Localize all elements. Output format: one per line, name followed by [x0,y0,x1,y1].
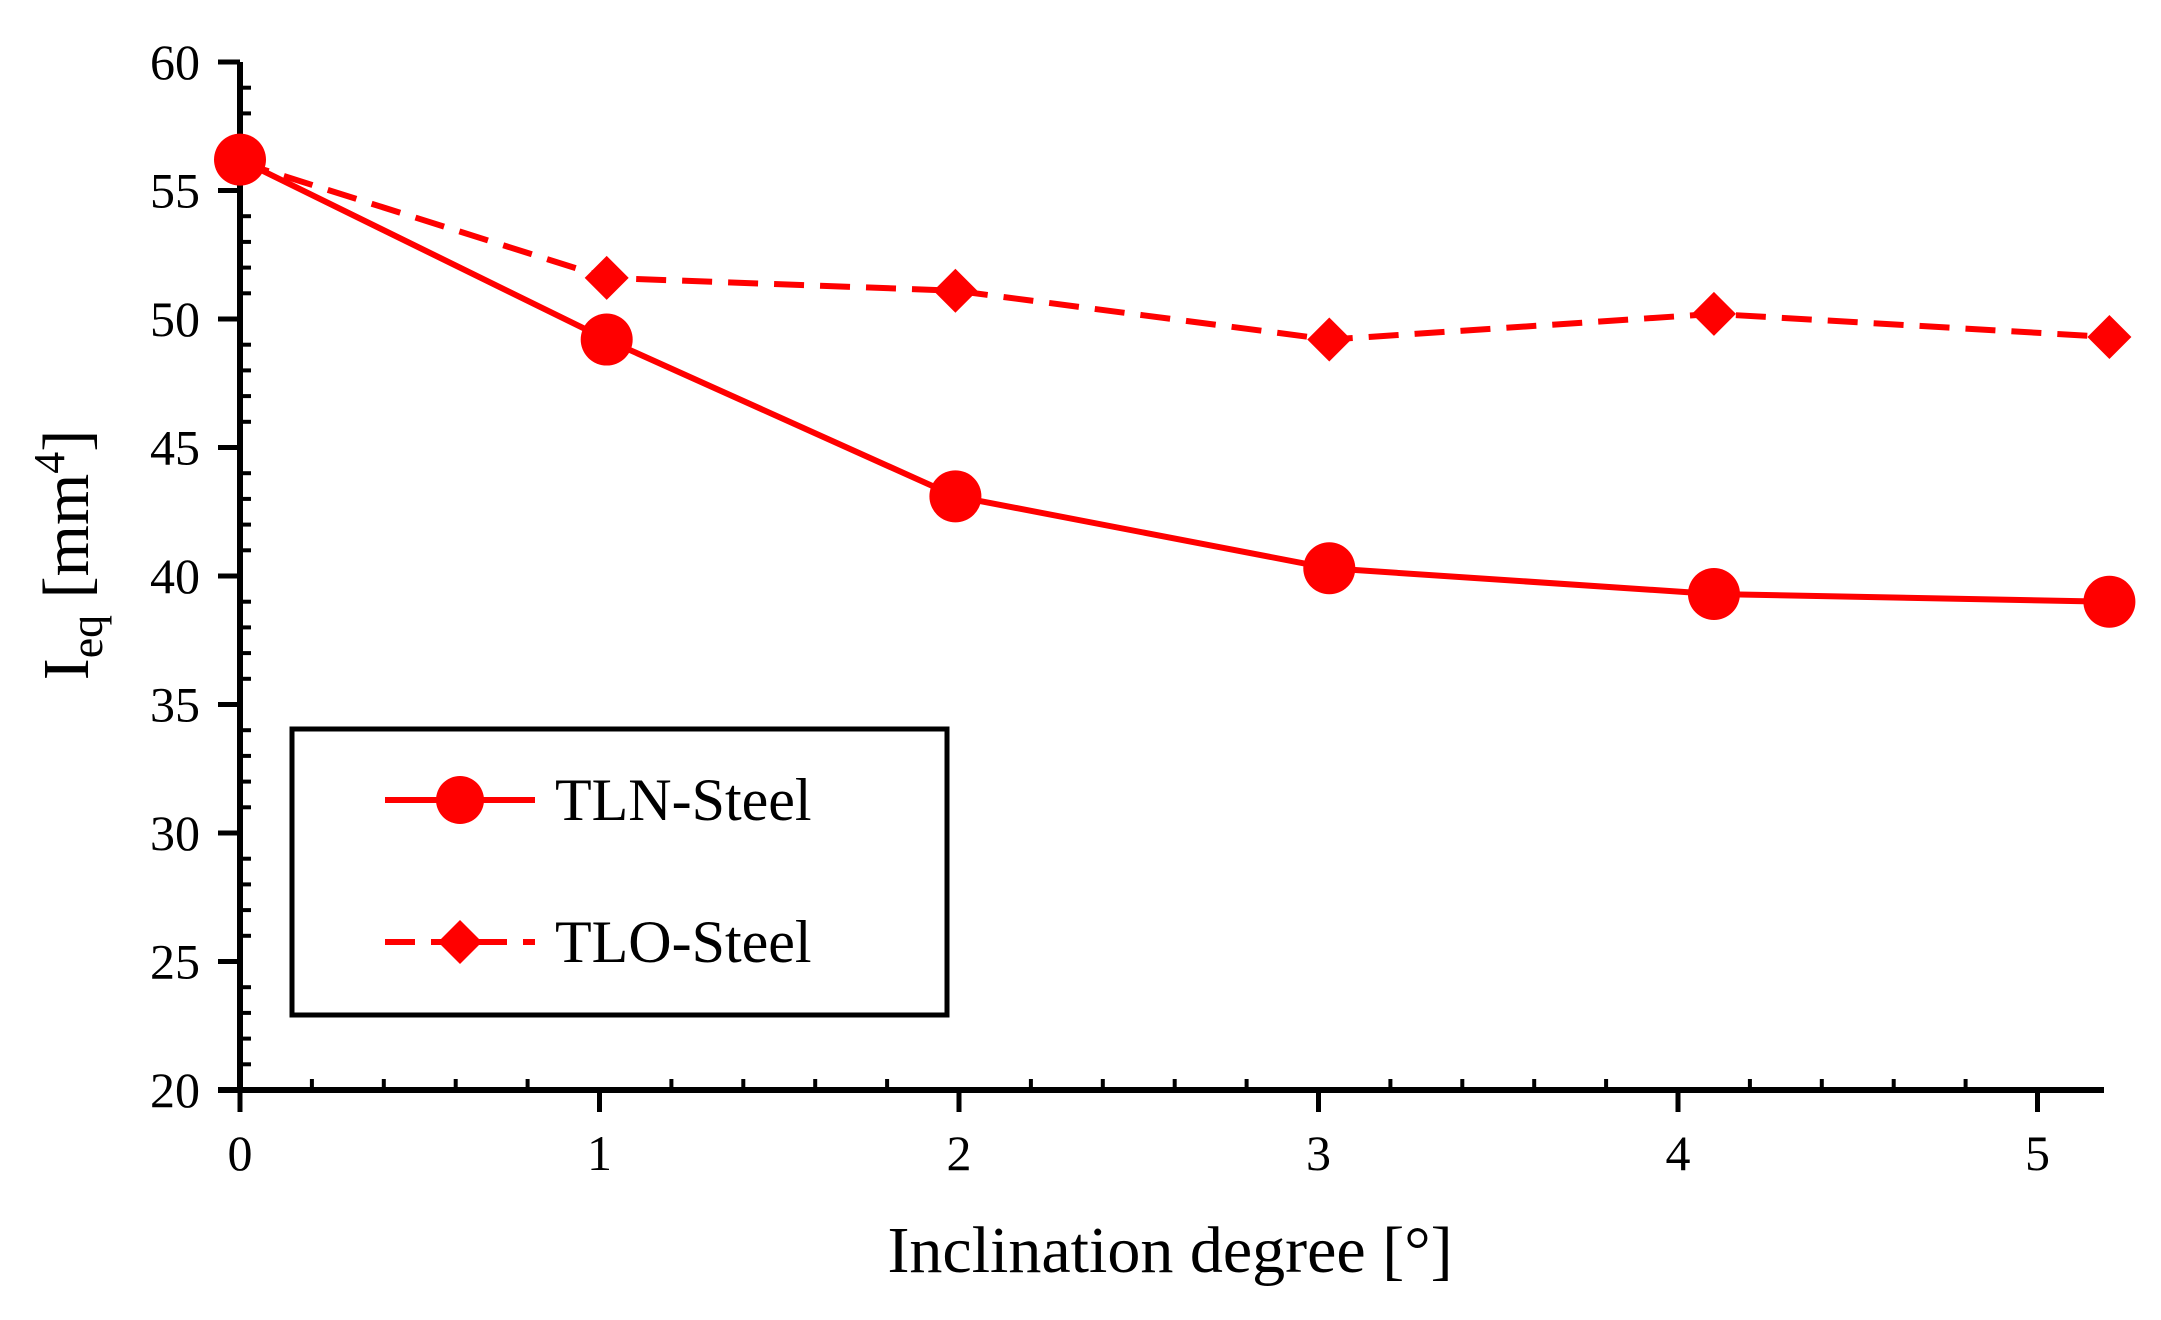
y-axis-title-unit-close: ] [30,430,103,452]
y-tick-label: 40 [150,548,200,604]
data-point-circle [1687,567,1740,620]
x-tick-label: 1 [587,1125,612,1181]
legend-entry-tlo: TLO-Steel [385,909,812,975]
data-point-circle [2083,575,2136,628]
data-point-circle [1303,542,1356,595]
data-point-diamond [933,268,978,313]
series-line-0 [238,157,2110,605]
y-tick-label: 35 [150,677,200,733]
legend-label-tlo: TLO-Steel [555,909,812,975]
legend-box [289,726,950,1018]
legend: TLN-Steel TLO-Steel [289,726,950,1018]
y-tick-label: 50 [150,291,200,347]
y-tick-labels: 20 25 30 35 40 45 50 55 60 [150,34,200,1118]
x-tick-label: 4 [1666,1125,1691,1181]
y-tick-label: 20 [150,1062,200,1118]
data-point-diamond [2087,314,2132,359]
y-axis-title-subscript: eq [61,615,112,658]
y-tick-label: 60 [150,34,200,90]
data-point-diamond [1691,291,1736,336]
legend-entry-tln: TLN-Steel [385,767,812,833]
data-point-circle [929,470,982,523]
data-point-diamond [1307,317,1352,362]
x-tick-label: 0 [228,1125,253,1181]
y-tick-label: 30 [150,805,200,861]
y-axis-title-main: I [30,658,103,680]
x-tick-labels: 0 1 2 3 4 5 [228,1125,2051,1181]
data-point-diamond [584,255,629,300]
y-axis-title: Ieq [mm4] [25,430,112,681]
legend-marker-tln [436,776,484,824]
y-tick-label: 45 [150,420,200,476]
legend-marker-tlo [438,920,482,964]
x-tick-label: 2 [947,1125,972,1181]
y-axis-title-unit-exponent: 4 [25,452,74,474]
x-tick-label: 3 [1306,1125,1331,1181]
y-tick-label: 55 [150,163,200,219]
series-layer [214,133,2136,628]
legend-label-tln: TLN-Steel [555,767,812,833]
x-axis-title: Inclination degree [°] [887,1214,1452,1287]
series-line-1 [239,159,2110,343]
y-tick-label: 25 [150,934,200,990]
y-axis-title-unit: [mm [30,474,103,615]
data-point-circle [580,313,633,366]
data-point-diamond [218,140,262,185]
x-tick-label: 5 [2025,1125,2050,1181]
